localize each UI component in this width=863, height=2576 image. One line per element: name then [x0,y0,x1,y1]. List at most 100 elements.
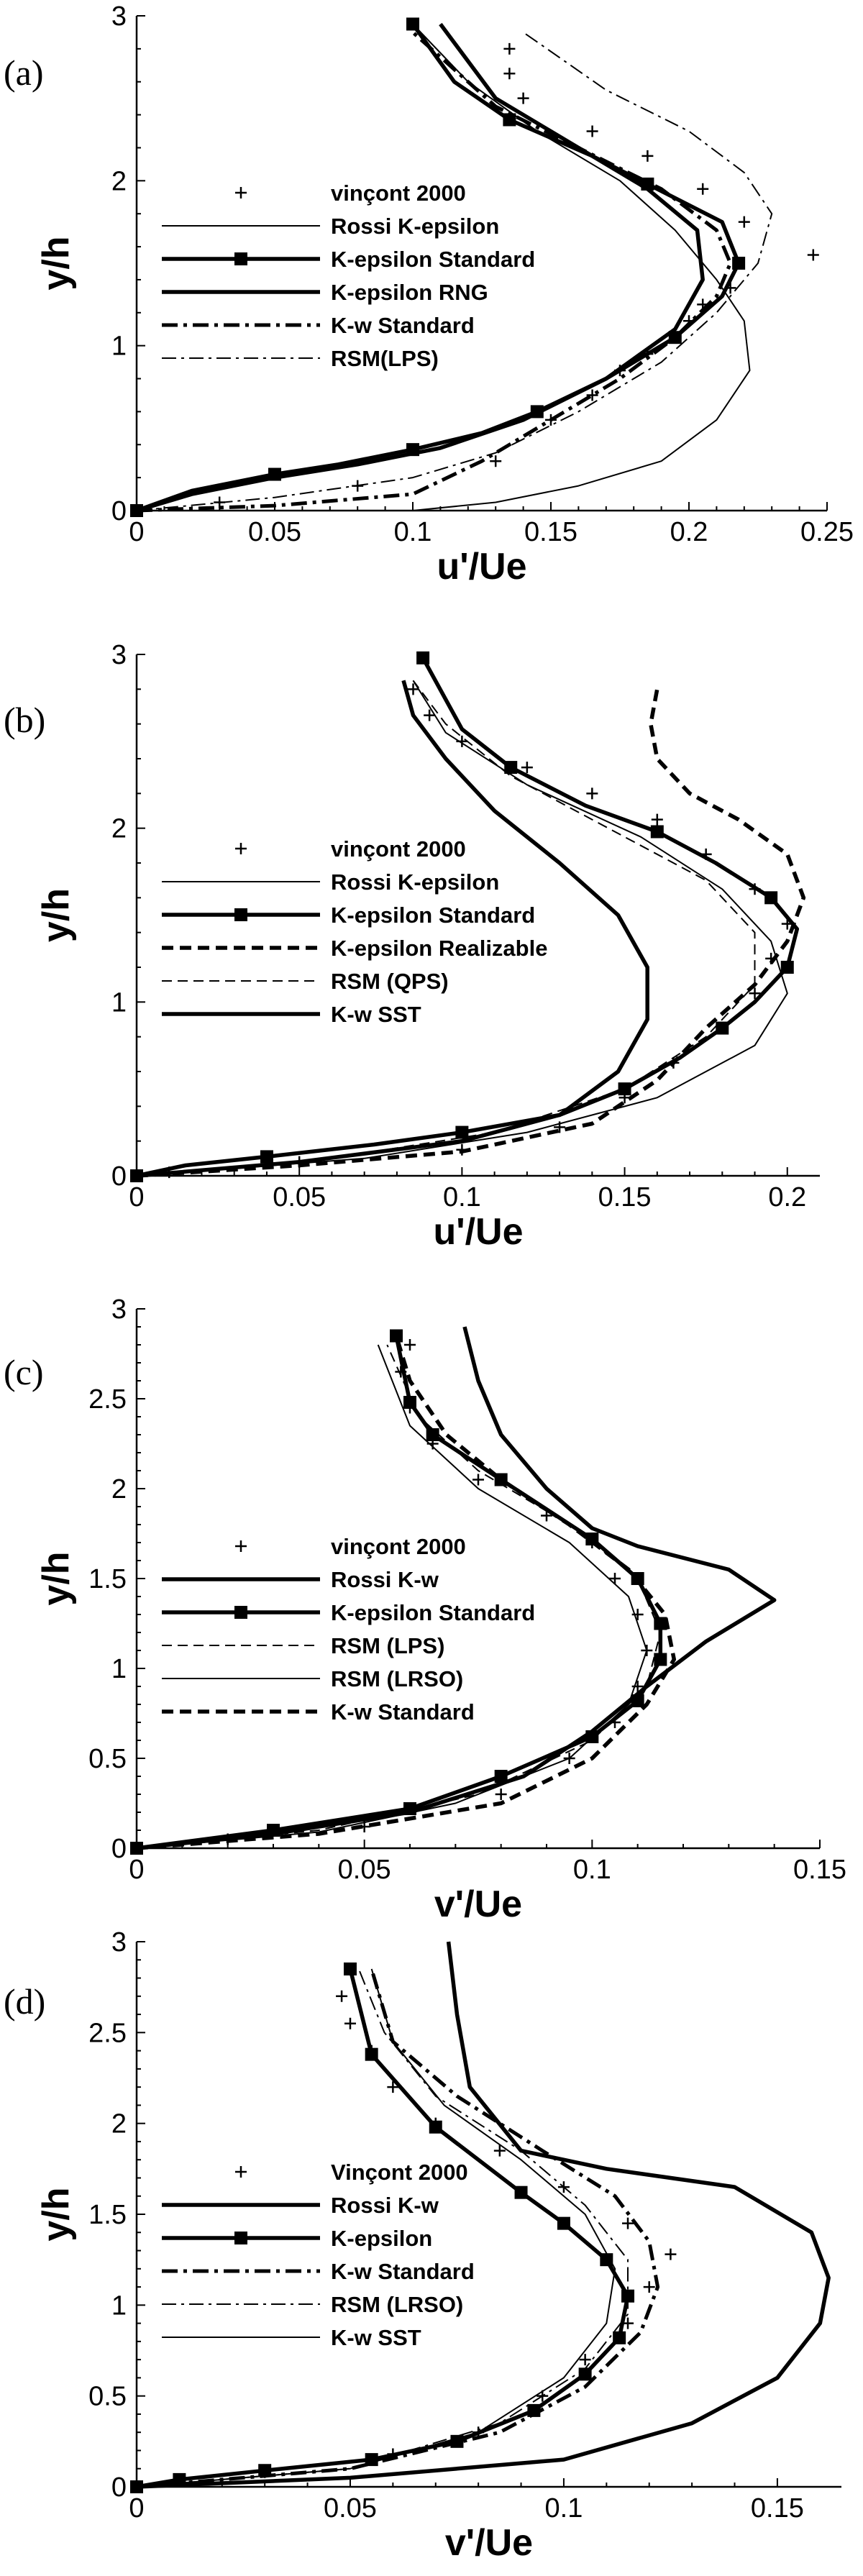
legend-label: K-w Standard [331,1699,475,1725]
series-rsm-lrso- [136,1344,648,1849]
x-tick-label: 0.05 [324,2493,377,2524]
data-point-square [654,1653,667,1666]
legend-label: K-w Standard [331,2259,475,2284]
series-rossi-k-w [136,1941,831,2489]
data-point-cross [404,1339,416,1351]
data-point-square [494,1770,508,1783]
data-point-square [390,1329,403,1343]
data-point-square [455,1125,469,1139]
legend-marker [234,2232,247,2244]
data-point-cross [472,1474,484,1486]
panel-label: (c) [4,1352,44,1392]
x-axis-title: v'/Ue [445,2522,533,2564]
x-tick-label: 0.25 [800,517,854,547]
data-point-square [343,1962,357,1976]
legend-symbol [235,843,247,854]
legend: vinçont 2000 Rossi K-epsilon K-epsilon Sta… [162,181,535,371]
legend-label: Rossi K-w [331,2193,439,2218]
y-tick-label: 0 [111,1161,127,1192]
series-rsm-lrso- [136,1968,629,2488]
x-tick-label: 0.15 [751,2493,804,2524]
x-tick-label: 0.05 [338,1855,391,1885]
series-k-epsilon [130,1962,635,2493]
series-line [136,32,773,511]
legend-marker [234,252,247,265]
x-axis-title: u'/Ue [433,1211,523,1253]
legend-label: RSM(LPS) [331,346,439,371]
data-point-cross [609,1573,621,1584]
series-line [136,680,649,1178]
y-tick-label: 2.5 [88,2018,127,2048]
series-line [136,657,800,1178]
y-tick-label: 0 [111,496,127,526]
legend-marker [234,908,247,921]
data-point-square [429,2120,442,2134]
y-tick-label: 2.5 [88,1384,127,1415]
series-k-epsilon-rng [136,22,705,513]
data-point-cross [643,2281,655,2293]
series-line [136,1335,677,1850]
legend-label: vinçont 2000 [331,836,466,862]
series-k-w-standard [136,1968,660,2489]
data-point-square [764,891,778,905]
data-point-cross [586,389,598,401]
data-point-square [780,961,794,974]
legend-symbol [235,187,247,198]
y-tick-label: 0 [111,2472,127,2503]
data-point-square [267,1824,280,1837]
data-point-cross [586,787,598,800]
data-point-cross [493,2145,506,2157]
data-point-cross [424,709,436,721]
data-point-cross [651,813,663,826]
data-point-cross [387,2081,399,2093]
legend-label: K-epsilon [331,2226,432,2251]
series-line [136,1941,831,2489]
data-point-cross [579,2354,591,2366]
legend-label: Vinçont 2000 [331,2160,468,2185]
legend-label: RSM (LRSO) [331,2292,463,2317]
legend: vinçont 2000 Rossi K-epsilon K-epsilon Sta… [162,836,547,1027]
legend-label: RSM (LRSO) [331,1666,463,1691]
data-point-cross [490,455,502,467]
y-axis-title: y/h [35,888,77,942]
legend-label: K-w Standard [331,313,475,338]
series-line [136,688,806,1178]
data-point-cross [344,2017,356,2029]
x-tick-label: 0.1 [545,2493,583,2524]
legend-label: K-epsilon Standard [331,247,535,272]
series-line [136,22,705,513]
y-axis-title: y/h [35,1551,77,1605]
data-point-cross [586,125,598,137]
y-tick-label: 1.5 [88,1564,127,1594]
data-point-cross [738,216,750,228]
series-k-epsilon-realizable [136,688,806,1178]
series-rsm-lps- [136,1344,662,1849]
x-tick-label: 0 [129,2493,144,2524]
legend-label: RSM (LPS) [331,1633,444,1658]
panel-label: (b) [4,700,45,740]
data-point-square [503,113,516,127]
x-tick-label: 0.15 [793,1855,846,1885]
data-point-cross [697,183,709,195]
data-point-square [600,2253,613,2267]
y-tick-label: 3 [111,1294,127,1325]
legend-label: Rossi K-w [331,1567,439,1592]
y-tick-label: 3 [111,640,127,670]
data-point-cross [495,1789,507,1800]
series-rsm-qps- [136,680,756,1177]
data-point-cross [665,2248,677,2260]
y-tick-label: 2 [111,1474,127,1504]
legend-label: Rossi K-epsilon [331,214,499,239]
panel-label: (a) [4,52,44,93]
data-point-square [365,2047,378,2061]
legend-label: K-epsilon Realizable [331,936,547,961]
y-tick-label: 2 [111,166,127,196]
y-tick-label: 2 [111,814,127,844]
data-point-cross [517,92,529,104]
series-line [136,1335,663,1850]
y-tick-label: 0 [111,1834,127,1864]
x-tick-label: 0.2 [670,517,708,547]
series-rossi-k-epsilon [136,680,788,1177]
series-line [136,1968,629,2488]
